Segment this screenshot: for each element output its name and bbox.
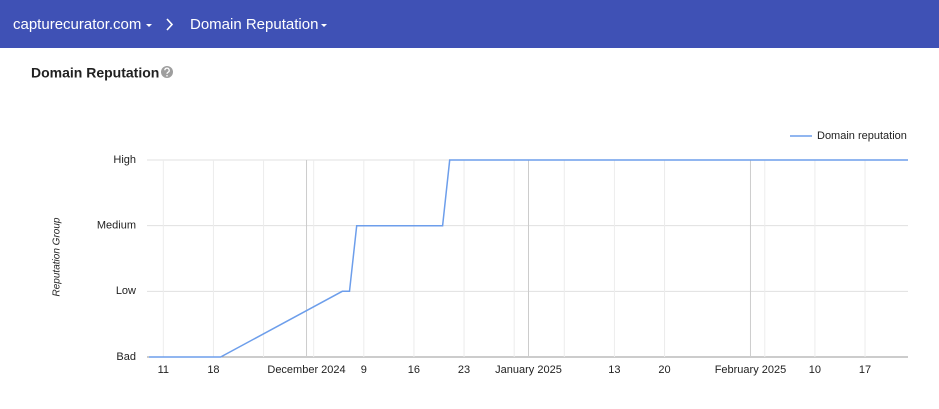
x-tick-label: 16 [408,364,420,376]
y-tick-label: Bad [116,351,136,363]
domain-selector[interactable]: capturecurator.com [13,16,141,33]
x-tick-label: January 2025 [495,364,562,376]
top-bar [0,0,939,48]
x-tick-label: 10 [809,364,821,376]
x-tick-label: 11 [158,364,169,376]
y-axis-title: Reputation Group [52,217,63,296]
dropdown-icon[interactable] [146,24,152,27]
y-tick-label: Low [116,285,136,297]
chart: Bad Low Medium High 11 18 December 2024 9 16 23 Ja… [52,130,908,376]
x-tick-label: 9 [361,364,367,376]
x-tick-label: 23 [458,364,470,376]
x-tick-label: 13 [608,364,620,376]
breadcrumb-separator [166,18,174,31]
help-icon[interactable] [161,66,173,78]
x-tick-label: 17 [859,364,871,376]
dashboard-selector[interactable]: Domain Reputation [190,16,318,33]
y-tick-label: High [113,154,136,166]
legend-label: Domain reputation [817,130,907,142]
dropdown-icon[interactable] [321,24,327,27]
panel-title: Domain Reputation [31,65,159,81]
y-tick-label: Medium [97,220,136,232]
x-tick-label: 18 [207,364,219,376]
line [149,159,908,358]
x-tick-label: February 2025 [715,364,787,376]
x-tick-label: December 2024 [267,364,345,376]
x-tick-label: 20 [658,364,670,376]
